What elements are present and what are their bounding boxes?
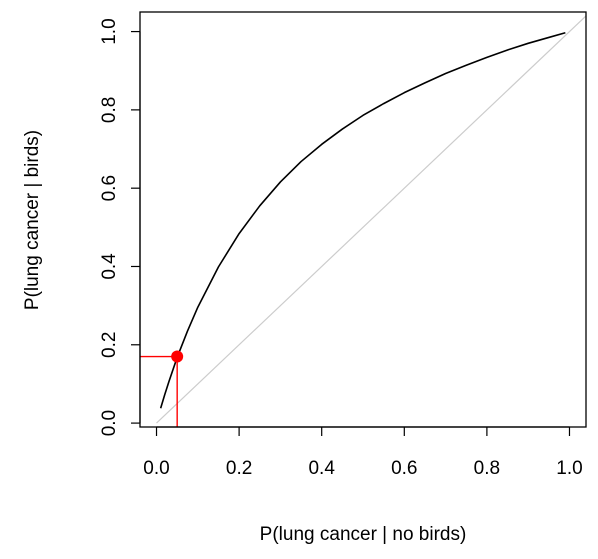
- reference-diagonal-line: [156, 15, 586, 424]
- highlight-point: [171, 350, 184, 363]
- x-tick-label: 0.2: [226, 458, 252, 479]
- x-tick-label: 0.8: [474, 458, 500, 479]
- y-tick-label: 1.0: [99, 18, 120, 44]
- y-axis-label: P(lung cancer | birds): [22, 130, 43, 310]
- x-tick-label: 0.0: [143, 458, 169, 479]
- y-tick-label: 0.0: [99, 410, 120, 436]
- x-axis-label: P(lung cancer | no birds): [260, 524, 467, 545]
- y-axis: 0.0 0.2 0.4 0.6 0.8 1.0: [99, 18, 141, 436]
- x-tick-label: 1.0: [556, 458, 582, 479]
- curve-layer: [159, 31, 566, 409]
- y-tick-label: 0.4: [99, 253, 120, 280]
- x-tick-label: 0.6: [391, 458, 417, 479]
- curve-line: [159, 31, 566, 409]
- highlight-layer: [140, 350, 184, 427]
- plot-frame: [139, 11, 587, 428]
- x-axis: 0.0 0.2 0.4 0.6 0.8 1.0: [143, 426, 583, 479]
- reference-line-layer: [156, 15, 586, 424]
- y-tick-label: 0.8: [99, 97, 120, 123]
- y-tick-label: 0.2: [99, 332, 120, 358]
- x-tick-label: 0.4: [308, 458, 335, 479]
- y-tick-label: 0.6: [99, 175, 120, 201]
